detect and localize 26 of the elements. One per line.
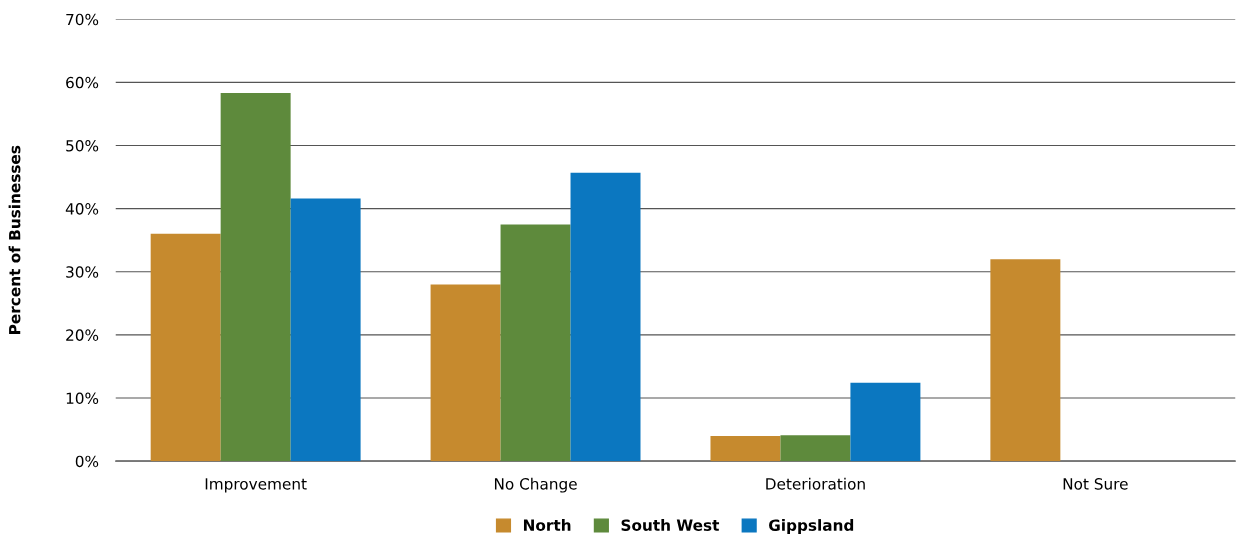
bar [500, 224, 571, 462]
legend-label: North [523, 519, 571, 531]
bar [150, 233, 221, 462]
x-tick-label: Improvement [205, 478, 307, 493]
x-tick-label: Deterioration [766, 477, 865, 490]
bar [290, 198, 361, 462]
y-tick-label: 30% [66, 266, 99, 278]
bar [990, 259, 1061, 462]
bar [570, 172, 641, 462]
bar [710, 435, 781, 462]
y-tick-label: 20% [66, 329, 99, 341]
y-tick-label: 50% [66, 139, 99, 152]
legend-label: Gippsland [769, 519, 854, 534]
y-tick-label: 40% [65, 203, 99, 215]
x-tick-label: Not Sure [1063, 478, 1128, 490]
bar [220, 93, 291, 462]
y-tick-label: 60% [66, 76, 99, 89]
bar [850, 382, 921, 462]
bar [430, 284, 501, 462]
y-tick-label: 0% [75, 455, 99, 468]
y-axis-title: Percent of Businesses [8, 145, 21, 334]
y-tick-label: 10% [66, 392, 99, 405]
legend-label: South West [621, 519, 720, 531]
bar [780, 435, 851, 462]
x-tick-label: No Change [494, 477, 577, 493]
y-tick-label: 70% [66, 13, 99, 26]
